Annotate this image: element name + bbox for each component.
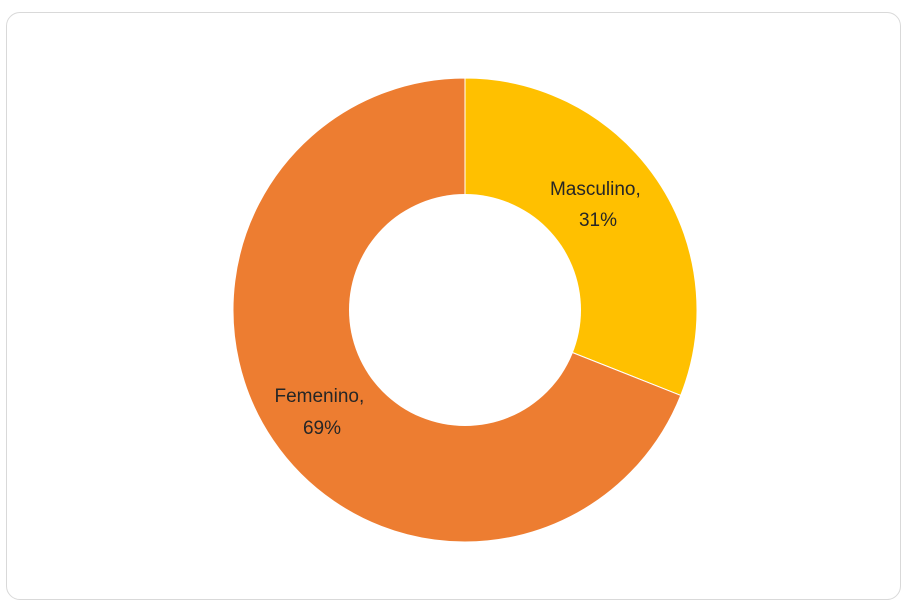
label-femenino-pct: 69% — [303, 418, 341, 439]
label-femenino: Femenino, 69% — [274, 386, 369, 439]
label-masculino: Masculino, 31% — [550, 179, 646, 231]
donut-hole — [349, 194, 581, 426]
label-masculino-name: Masculino, — [550, 179, 641, 200]
label-masculino-pct: 31% — [579, 210, 617, 231]
label-femenino-name: Femenino, — [274, 386, 364, 407]
